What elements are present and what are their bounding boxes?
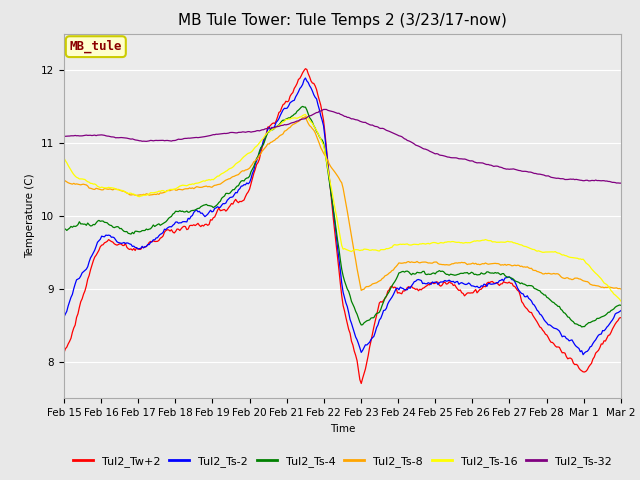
Tul2_Ts-8 [127, 192, 135, 198]
Tul2_Ts-16 [617, 298, 625, 304]
Tul2_Ts-2 [467, 281, 474, 287]
Tul2_Tw+2 [281, 101, 289, 107]
Tul2_Ts-8 [241, 167, 249, 173]
Tul2_Ts-4 [60, 226, 68, 232]
Tul2_Ts-32 [467, 158, 474, 164]
Tul2_Tw+2 [60, 350, 68, 356]
Tul2_Ts-32 [60, 133, 68, 139]
Tul2_Ts-4 [241, 176, 249, 182]
Tul2_Tw+2 [617, 315, 625, 321]
Tul2_Ts-2 [281, 106, 289, 111]
Tul2_Ts-2 [463, 281, 471, 287]
Line: Tul2_Ts-16: Tul2_Ts-16 [64, 114, 621, 301]
Line: Tul2_Tw+2: Tul2_Tw+2 [64, 69, 621, 384]
X-axis label: Time: Time [330, 424, 355, 433]
Tul2_Tw+2 [465, 290, 472, 296]
Tul2_Ts-16 [281, 118, 289, 124]
Tul2_Ts-4 [127, 231, 135, 237]
Tul2_Ts-16 [301, 111, 309, 117]
Line: Tul2_Ts-32: Tul2_Ts-32 [64, 109, 621, 183]
Line: Tul2_Ts-8: Tul2_Ts-8 [64, 117, 621, 290]
Tul2_Ts-2 [127, 241, 135, 247]
Tul2_Ts-16 [463, 240, 471, 246]
Tul2_Ts-8 [468, 261, 476, 266]
Tul2_Ts-16 [127, 190, 135, 196]
Tul2_Ts-8 [617, 286, 625, 292]
Tul2_Ts-32 [241, 130, 249, 135]
Tul2_Ts-32 [463, 157, 471, 163]
Tul2_Ts-16 [467, 240, 474, 246]
Tul2_Ts-16 [60, 155, 68, 161]
Tul2_Ts-8 [60, 177, 68, 183]
Title: MB Tule Tower: Tule Temps 2 (3/23/17-now): MB Tule Tower: Tule Temps 2 (3/23/17-now… [178, 13, 507, 28]
Legend: Tul2_Tw+2, Tul2_Ts-2, Tul2_Ts-4, Tul2_Ts-8, Tul2_Ts-16, Tul2_Ts-32: Tul2_Tw+2, Tul2_Ts-2, Tul2_Ts-4, Tul2_Ts… [68, 451, 616, 471]
Tul2_Ts-8 [413, 259, 421, 264]
Tul2_Ts-32 [127, 136, 135, 142]
Tul2_Ts-8 [281, 128, 289, 134]
Tul2_Ts-2 [241, 182, 249, 188]
Tul2_Tw+2 [413, 286, 421, 292]
Tul2_Ts-4 [299, 104, 307, 109]
Tul2_Ts-32 [321, 107, 329, 112]
Tul2_Ts-4 [617, 302, 625, 308]
Tul2_Ts-2 [617, 308, 625, 313]
Text: MB_tule: MB_tule [70, 40, 122, 53]
Y-axis label: Temperature (C): Temperature (C) [26, 174, 35, 258]
Tul2_Ts-8 [465, 261, 472, 267]
Tul2_Ts-32 [617, 180, 625, 186]
Tul2_Ts-4 [412, 271, 419, 276]
Tul2_Tw+2 [301, 66, 309, 72]
Tul2_Ts-16 [412, 241, 419, 247]
Tul2_Ts-2 [579, 352, 587, 358]
Tul2_Ts-2 [60, 314, 68, 320]
Tul2_Ts-4 [467, 271, 474, 276]
Tul2_Ts-32 [412, 142, 419, 148]
Tul2_Tw+2 [241, 194, 249, 200]
Tul2_Ts-4 [281, 118, 289, 123]
Line: Tul2_Ts-4: Tul2_Ts-4 [64, 107, 621, 327]
Tul2_Tw+2 [127, 246, 135, 252]
Tul2_Ts-16 [241, 153, 249, 158]
Tul2_Ts-8 [357, 288, 365, 293]
Tul2_Tw+2 [357, 381, 365, 386]
Tul2_Ts-8 [301, 114, 309, 120]
Tul2_Ts-2 [301, 75, 309, 81]
Tul2_Ts-2 [412, 278, 419, 284]
Tul2_Ts-4 [463, 270, 471, 276]
Line: Tul2_Ts-2: Tul2_Ts-2 [64, 78, 621, 355]
Tul2_Ts-4 [578, 324, 586, 330]
Tul2_Tw+2 [468, 290, 476, 296]
Tul2_Ts-32 [281, 122, 289, 128]
